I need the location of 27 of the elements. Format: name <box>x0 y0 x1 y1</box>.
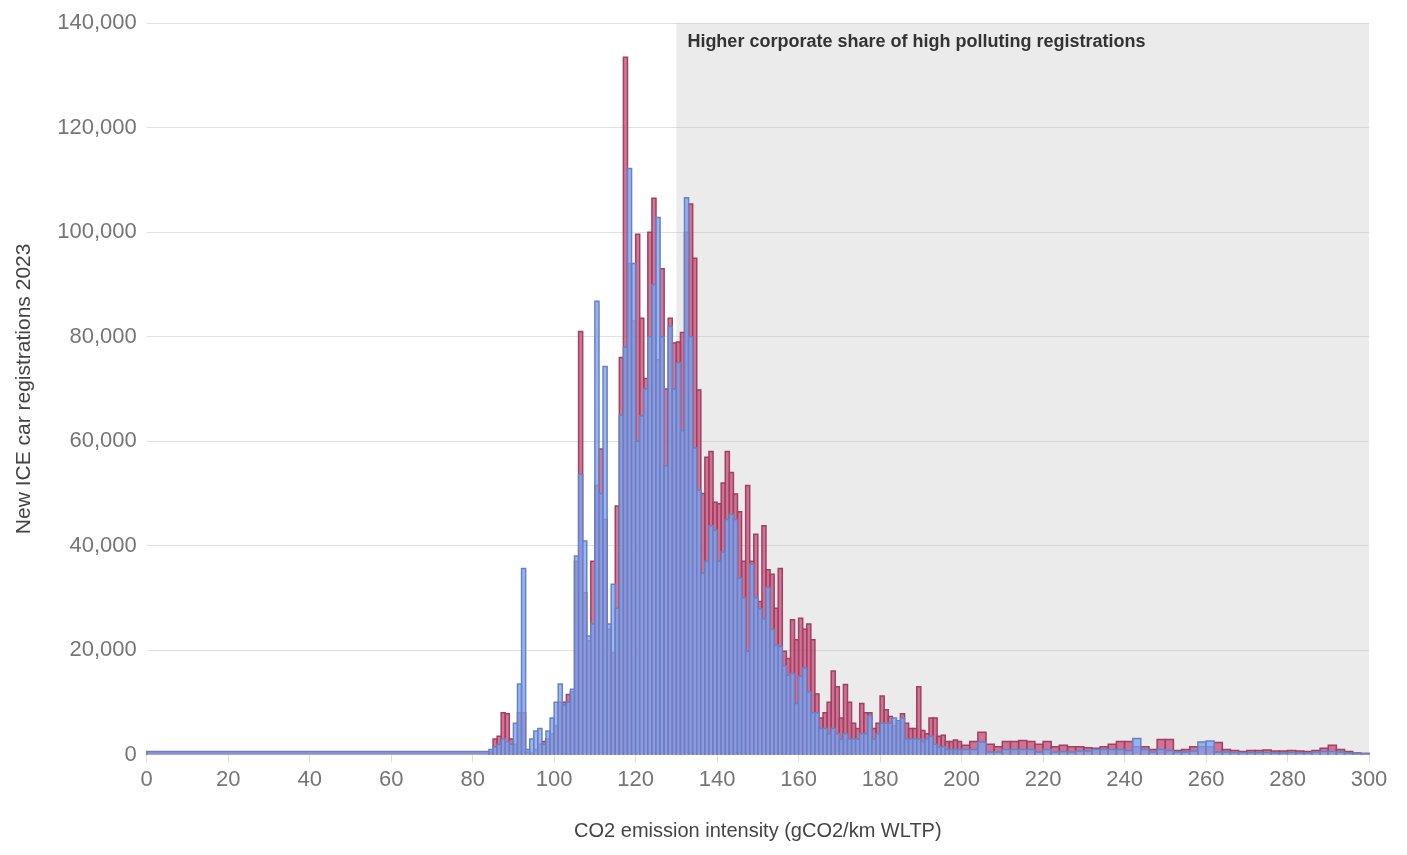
y-tick-label: 60,000 <box>69 427 137 453</box>
x-tick-label: 300 <box>1350 765 1388 791</box>
x-tick-label: 240 <box>1106 765 1143 791</box>
y-tick-label: 80,000 <box>69 322 137 348</box>
y-tick-label: 100,000 <box>57 218 137 244</box>
y-tick-label: 140,000 <box>57 9 137 35</box>
x-tick-label: 120 <box>617 765 654 791</box>
x-tick-label: 20 <box>215 765 241 791</box>
x-tick-label: 40 <box>297 765 322 791</box>
x-tick-label: 80 <box>460 765 485 791</box>
x-tick-label: 260 <box>1187 765 1225 791</box>
y-tick-label: 0 <box>124 740 137 766</box>
x-tick-label: 160 <box>780 765 817 791</box>
x-tick-label: 60 <box>378 765 404 791</box>
x-tick-label: 200 <box>943 765 980 791</box>
x-tick-label: 140 <box>698 765 736 791</box>
x-tick-label: 100 <box>535 765 573 791</box>
x-tick-label: 220 <box>1024 765 1062 791</box>
x-tick-label: 180 <box>861 765 899 791</box>
x-tick-label: 280 <box>1269 765 1306 791</box>
x-tick-label: 0 <box>140 765 153 791</box>
x-axis-title: CO2 emission intensity (gCO2/km WLTP) <box>574 818 942 841</box>
y-tick-label: 20,000 <box>69 636 137 662</box>
band-label: Higher corporate share of high polluting registrations <box>687 31 1146 52</box>
y-axis-title: New ICE car registrations 2023 <box>11 243 35 535</box>
y-tick-label: 120,000 <box>57 113 137 139</box>
y-tick-label: 40,000 <box>69 531 137 557</box>
